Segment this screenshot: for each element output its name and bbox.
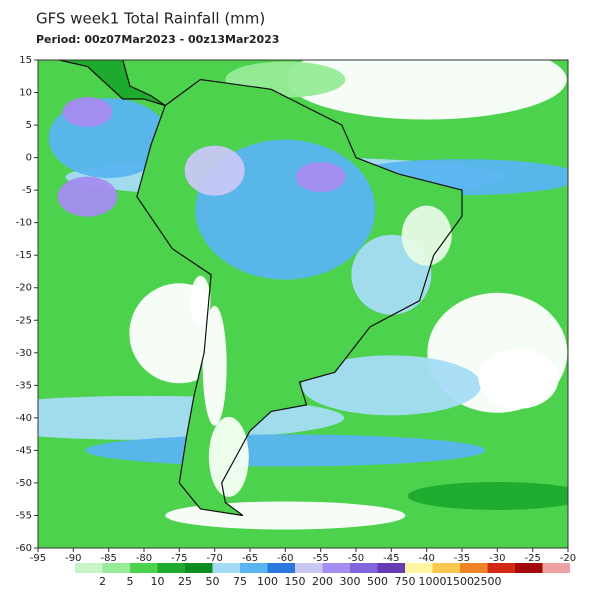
colorbar-swatch bbox=[130, 563, 158, 573]
x-tick-label: -60 bbox=[277, 553, 293, 564]
colorbar-label: 10 bbox=[151, 575, 165, 588]
y-tick-label: -35 bbox=[16, 380, 32, 391]
period: Period: 00z07Mar2023 - 00z13Mar2023 bbox=[36, 33, 279, 46]
rain-area bbox=[295, 162, 346, 193]
rain-area bbox=[184, 145, 245, 196]
x-tick-label: -65 bbox=[242, 553, 258, 564]
y-tick-label: -10 bbox=[16, 218, 32, 229]
y-tick-label: 10 bbox=[19, 88, 32, 99]
colorbar-swatch bbox=[487, 563, 515, 573]
colorbar-label: 50 bbox=[206, 575, 220, 588]
y-tick-label: -5 bbox=[22, 185, 32, 196]
colorbar-swatch bbox=[240, 563, 268, 573]
colorbar-label: 2 bbox=[99, 575, 106, 588]
x-tick-label: -55 bbox=[312, 553, 328, 564]
colorbar-swatch bbox=[212, 563, 240, 573]
dry-area bbox=[478, 348, 559, 409]
y-tick-label: 0 bbox=[26, 153, 32, 164]
colorbar-swatch bbox=[515, 563, 543, 573]
x-tick-label: -90 bbox=[65, 553, 81, 564]
colorbar-swatch bbox=[322, 563, 350, 573]
colorbar-swatch bbox=[267, 563, 295, 573]
x-tick-label: -20 bbox=[560, 553, 576, 564]
y-tick-label: -60 bbox=[16, 543, 32, 554]
colorbar-label: 2500 bbox=[474, 575, 502, 588]
colorbar-swatch bbox=[102, 563, 130, 573]
dry-area bbox=[190, 275, 211, 326]
coastline bbox=[57, 60, 166, 107]
colorbar-label: 5 bbox=[127, 575, 134, 588]
y-tick-label: 15 bbox=[19, 55, 32, 66]
y-tick-label: -25 bbox=[16, 315, 32, 326]
x-tick-label: -70 bbox=[206, 553, 222, 564]
x-tick-label: -45 bbox=[383, 553, 399, 564]
colorbar-swatch bbox=[185, 563, 213, 573]
land bbox=[59, 60, 166, 106]
x-tick-label: -25 bbox=[524, 553, 540, 564]
y-tick-label: -15 bbox=[16, 250, 32, 261]
colorbar-label: 500 bbox=[367, 575, 388, 588]
y-tick-label: -40 bbox=[16, 413, 32, 424]
colorbar-swatch bbox=[350, 563, 378, 573]
colorbar-label: 1000 bbox=[419, 575, 447, 588]
colorbar-label: 200 bbox=[312, 575, 333, 588]
x-tick-label: -35 bbox=[454, 553, 470, 564]
colorbar-label: 1500 bbox=[446, 575, 474, 588]
colorbar-swatch bbox=[460, 563, 488, 573]
x-tick-label: -85 bbox=[100, 553, 116, 564]
rain-area bbox=[85, 434, 486, 467]
dry-area bbox=[202, 305, 227, 426]
plot-frame bbox=[37, 59, 569, 549]
x-tick-label: -95 bbox=[30, 553, 46, 564]
y-tick-label: -55 bbox=[16, 510, 32, 521]
y-tick-label: -45 bbox=[16, 445, 32, 456]
x-tick-label: -40 bbox=[418, 553, 434, 564]
x-tick-label: -30 bbox=[489, 553, 505, 564]
coastline bbox=[136, 78, 463, 517]
colorbar-swatch bbox=[432, 563, 460, 573]
rain-area bbox=[407, 481, 568, 510]
colorbar-label: 150 bbox=[285, 575, 306, 588]
colorbar-label: 750 bbox=[395, 575, 416, 588]
rain-area bbox=[57, 176, 118, 217]
colorbar-label: 100 bbox=[257, 575, 278, 588]
x-tick-label: -75 bbox=[171, 553, 187, 564]
colorbar-label: 75 bbox=[233, 575, 247, 588]
rain-field bbox=[38, 60, 568, 548]
title: GFS week1 Total Rainfall (mm) bbox=[36, 10, 265, 28]
rain-area bbox=[301, 355, 482, 416]
dry-area bbox=[401, 205, 452, 266]
colorbar-label: 300 bbox=[340, 575, 361, 588]
rain-area bbox=[62, 97, 113, 128]
y-tick-label: -30 bbox=[16, 348, 32, 359]
colorbar-swatch bbox=[157, 563, 185, 573]
colorbar-swatch bbox=[75, 563, 103, 573]
x-tick-label: -50 bbox=[348, 553, 364, 564]
colorbar-swatch bbox=[295, 563, 323, 573]
dry-area bbox=[208, 416, 249, 497]
y-tick-label: -20 bbox=[16, 283, 32, 294]
colorbar-swatch bbox=[377, 563, 405, 573]
colorbar-label: 25 bbox=[178, 575, 192, 588]
colorbar-swatch bbox=[405, 563, 433, 573]
x-tick-label: -80 bbox=[136, 553, 152, 564]
y-tick-label: 5 bbox=[26, 120, 32, 131]
dry-area bbox=[286, 60, 567, 120]
y-tick-label: -50 bbox=[16, 478, 32, 489]
colorbar-swatch bbox=[542, 563, 570, 573]
